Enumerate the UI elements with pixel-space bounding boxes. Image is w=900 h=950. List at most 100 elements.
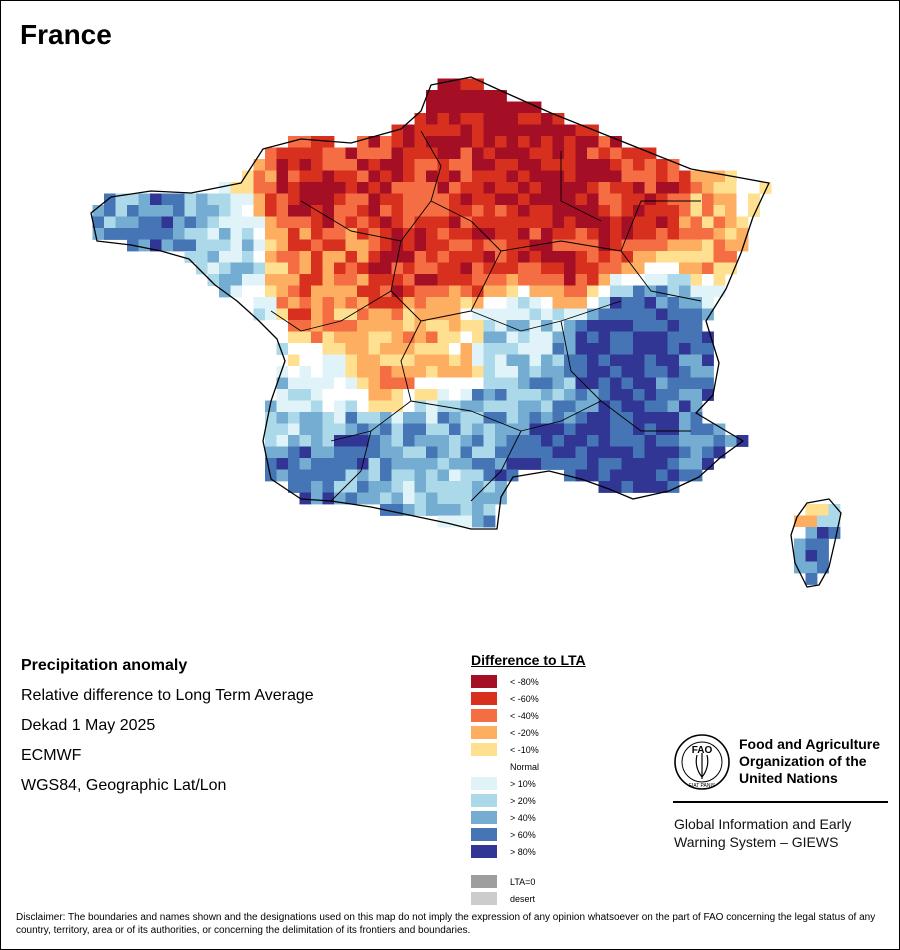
- grid-cell: [104, 193, 116, 206]
- grid-cell: [357, 343, 369, 355]
- grid-cell: [518, 400, 530, 413]
- grid-cell: [621, 412, 634, 424]
- grid-cell: [506, 331, 519, 344]
- grid-cell: [334, 446, 346, 459]
- legend-item-2: < -40%: [471, 708, 586, 725]
- grid-cell: [495, 251, 507, 263]
- grid-cell: [414, 147, 427, 160]
- grid-cell: [460, 113, 473, 125]
- grid-cell: [644, 458, 657, 470]
- grid-cell: [380, 205, 392, 217]
- grid-cell: [506, 101, 519, 114]
- grid-cell: [495, 274, 507, 286]
- grid-cell: [357, 205, 369, 217]
- grid-cell: [437, 159, 450, 171]
- grid-cell: [587, 228, 599, 240]
- grid-cell: [667, 193, 680, 206]
- grid-cell: [380, 435, 392, 447]
- grid-cell: [518, 216, 530, 229]
- grid-cell: [357, 469, 369, 482]
- grid-cell: [380, 262, 392, 275]
- grid-cell: [495, 366, 507, 378]
- grid-cell: [299, 366, 312, 378]
- grid-cell: [472, 147, 484, 160]
- grid-cell: [575, 423, 588, 436]
- grid-cell: [288, 182, 300, 194]
- grid-cell: [564, 458, 576, 470]
- grid-cell: [368, 170, 381, 183]
- grid-cell: [633, 170, 645, 183]
- grid-cell: [633, 377, 645, 390]
- grid-cell: [656, 320, 668, 332]
- grid-cell: [460, 481, 473, 493]
- grid-cell: [518, 239, 530, 252]
- grid-cell: [472, 136, 484, 148]
- grid-cell: [230, 285, 243, 298]
- grid-cell: [322, 492, 335, 505]
- grid-cell: [667, 389, 680, 401]
- grid-cell: [541, 389, 553, 401]
- grid-cell: [483, 182, 496, 194]
- grid-cell: [219, 193, 231, 206]
- grid-cell: [702, 228, 714, 240]
- grid-cell: [357, 492, 369, 505]
- grid-cell: [552, 193, 565, 206]
- grid-cell: [368, 297, 381, 309]
- grid-cell: [391, 193, 404, 206]
- grid-cell: [380, 182, 392, 194]
- grid-cell: [541, 262, 553, 275]
- grid-cell: [299, 285, 312, 298]
- grid-cell: [357, 435, 369, 447]
- grid-cell: [345, 343, 358, 355]
- grid-cell: [426, 228, 438, 240]
- grid-cell: [391, 136, 404, 148]
- grid-cell: [334, 331, 346, 344]
- grid-cell: [702, 377, 714, 390]
- grid-cell: [437, 458, 450, 470]
- grid-cell: [518, 101, 530, 114]
- legend-item-1: < -60%: [471, 691, 586, 708]
- grid-cell: [495, 228, 507, 240]
- grid-cell: [414, 469, 427, 482]
- grid-cell: [529, 262, 542, 275]
- grid-cell: [690, 170, 703, 183]
- grid-cell: [380, 147, 392, 160]
- grid-cell: [552, 239, 565, 252]
- grid-cell: [357, 228, 369, 240]
- grid-cell: [242, 228, 254, 240]
- grid-cell: [587, 308, 599, 321]
- grid-cell: [610, 228, 622, 240]
- grid-cell: [299, 205, 312, 217]
- grid-cell: [115, 193, 128, 206]
- grid-cell: [426, 262, 438, 275]
- grid-cell: [288, 193, 300, 206]
- grid-cell: [633, 446, 645, 459]
- grid-cell: [403, 435, 415, 447]
- grid-cell: [414, 228, 427, 240]
- grid-cell: [322, 274, 335, 286]
- grid-cell: [529, 228, 542, 240]
- grid-cell: [506, 320, 519, 332]
- grid-cell: [518, 159, 530, 171]
- grid-cell: [598, 331, 611, 344]
- grid-cell: [564, 308, 576, 321]
- grid-cell: [690, 262, 703, 275]
- grid-cell: [334, 216, 346, 229]
- grid-cell: [656, 481, 668, 493]
- grid-cell: [460, 205, 473, 217]
- grid-cell: [656, 343, 668, 355]
- grid-cell: [656, 308, 668, 321]
- grid-cell: [483, 354, 496, 367]
- grid-cell: [690, 389, 703, 401]
- grid-cell: [529, 331, 542, 344]
- grid-cell: [322, 216, 335, 229]
- grid-cell: [610, 389, 622, 401]
- grid-cell: [426, 435, 438, 447]
- grid-cell: [667, 228, 680, 240]
- grid-cell: [495, 124, 507, 137]
- grid-cell: [437, 320, 450, 332]
- grid-cell: [460, 435, 473, 447]
- grid-cell: [495, 377, 507, 390]
- grid-cell: [633, 285, 645, 298]
- grid-cell: [552, 182, 565, 194]
